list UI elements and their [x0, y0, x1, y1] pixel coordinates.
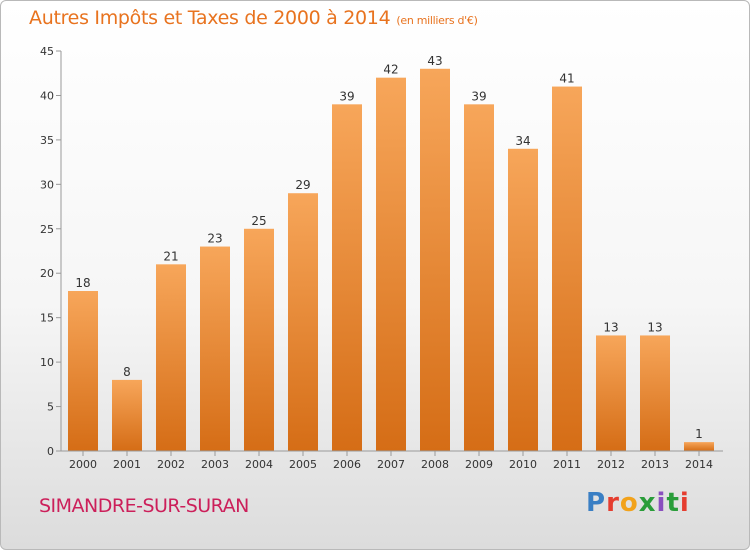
chart-subtitle: (en milliers d'€) [396, 14, 478, 27]
chart-title-text: Autres Impôts et Taxes de 2000 à 2014 [29, 7, 391, 29]
brand-letter: i [679, 488, 690, 518]
bar-2006 [332, 104, 362, 451]
bar-2002 [156, 264, 186, 451]
bar-2000 [68, 291, 98, 451]
x-tick-label-2004: 2004 [245, 458, 273, 471]
value-label-2010: 34 [515, 134, 530, 148]
value-label-2006: 39 [339, 89, 354, 103]
x-tick-label-2007: 2007 [377, 458, 405, 471]
x-tick-label-2003: 2003 [201, 458, 229, 471]
bar-2004 [244, 228, 274, 451]
bar-2014 [684, 442, 714, 451]
x-tick-label-2000: 2000 [69, 458, 97, 471]
value-label-2014: 1 [695, 427, 703, 441]
bar-2007 [376, 77, 406, 452]
x-tick-label-2005: 2005 [289, 458, 317, 471]
bar-2011 [552, 86, 582, 452]
value-label-2000: 18 [75, 276, 90, 290]
brand-letter: x [638, 488, 657, 518]
brand-letter: P [586, 488, 607, 518]
x-tick-label-2011: 2011 [553, 458, 581, 471]
value-label-2008: 43 [427, 54, 442, 68]
x-tick-label-2012: 2012 [597, 458, 625, 471]
x-tick-label-2002: 2002 [157, 458, 185, 471]
y-tick-label: 25 [40, 223, 54, 236]
y-tick-label: 10 [40, 356, 54, 369]
value-label-2012: 13 [603, 320, 618, 334]
x-tick-label-2014: 2014 [685, 458, 713, 471]
y-tick-label: 45 [40, 45, 54, 58]
commune-name: SIMANDRE-SUR-SURAN [39, 495, 249, 517]
y-tick-label: 35 [40, 134, 54, 147]
brand-letter: t [666, 488, 680, 518]
value-label-2007: 42 [383, 63, 398, 77]
y-tick-label: 40 [40, 89, 54, 102]
bar-2009 [464, 104, 494, 451]
y-tick-label: 15 [40, 312, 54, 325]
value-label-2004: 25 [251, 214, 266, 228]
bar-2012 [596, 335, 626, 451]
bar-2008 [420, 68, 450, 452]
value-label-2001: 8 [123, 365, 131, 379]
brand-logo: Proxiti [586, 488, 690, 518]
brand-letter: r [606, 488, 620, 518]
value-label-2003: 23 [207, 232, 222, 246]
value-label-2011: 41 [559, 72, 574, 86]
bar-2013 [640, 335, 670, 451]
value-label-2005: 29 [295, 178, 310, 192]
bar-2003 [200, 246, 230, 451]
bar-2001 [112, 379, 142, 451]
bars-group [68, 68, 714, 452]
y-tick-label: 30 [40, 178, 54, 191]
x-tick-label-2008: 2008 [421, 458, 449, 471]
y-tick-label: 0 [47, 445, 54, 458]
value-label-2002: 21 [163, 249, 178, 263]
x-tick-label-2001: 2001 [113, 458, 141, 471]
axes-group: 0 5 10 15 20 25 30 35 40 45 2000 2001 2002 2003 2004 20… [40, 45, 723, 471]
chart-title: Autres Impôts et Taxes de 2000 à 2014 (en… [29, 7, 478, 29]
value-label-2009: 39 [471, 89, 486, 103]
brand-letter: i [656, 488, 667, 518]
y-tick-label: 5 [47, 401, 54, 414]
brand-letter: o [619, 488, 639, 518]
bar-2005 [288, 193, 318, 451]
labels-group: 18 8 21 23 25 29 39 42 43 39 34 41 13 13 1 [75, 54, 702, 441]
x-tick-label-2010: 2010 [509, 458, 537, 471]
x-tick-label-2013: 2013 [641, 458, 669, 471]
x-tick-label-2009: 2009 [465, 458, 493, 471]
bar-2010 [508, 148, 538, 451]
x-tick-label-2006: 2006 [333, 458, 361, 471]
value-label-2013: 13 [647, 320, 662, 334]
y-tick-label: 20 [40, 267, 54, 280]
